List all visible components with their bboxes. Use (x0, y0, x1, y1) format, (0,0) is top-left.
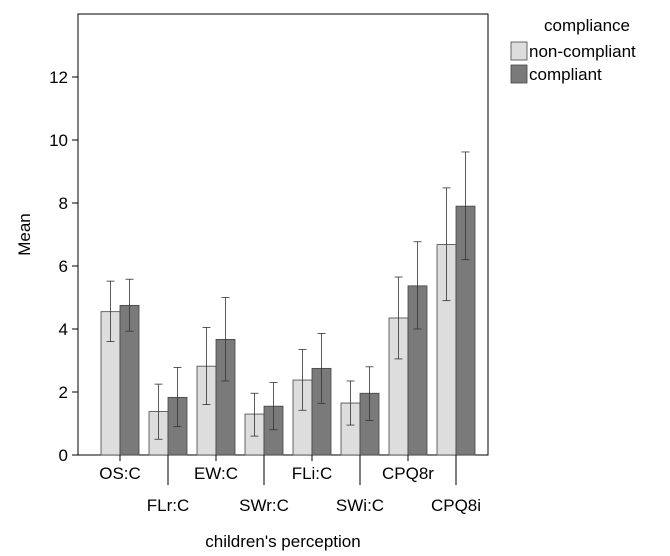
bars (100, 151, 476, 456)
x-tick-label: SWi:C (336, 496, 384, 515)
error-bar (202, 327, 211, 406)
error-bar (250, 392, 259, 437)
error-bar (365, 366, 374, 421)
error-bar (413, 241, 422, 330)
error-bar (106, 280, 115, 343)
y-axis-title: Mean (15, 213, 34, 256)
y-tick-label: 0 (59, 446, 68, 465)
y-tick-label: 8 (59, 194, 68, 213)
y-tick-label: 4 (59, 320, 68, 339)
legend-swatch (510, 64, 528, 84)
legend: compliance non-compliant compliant (510, 16, 636, 84)
error-bar (298, 349, 307, 411)
x-tick-label: OS:C (99, 464, 141, 483)
error-bar (125, 278, 134, 332)
x-tick-label: SWr:C (239, 496, 289, 515)
error-bar (173, 367, 182, 428)
x-tick-label: CPQ8i (431, 496, 481, 515)
legend-swatch (510, 41, 528, 61)
x-tick-label: FLi:C (292, 464, 333, 483)
error-bar (154, 383, 163, 440)
x-tick-label: EW:C (194, 464, 238, 483)
legend-label: compliant (529, 65, 602, 84)
y-tick-label: 12 (49, 68, 68, 87)
error-bar (394, 276, 403, 360)
y-tick-label: 2 (59, 383, 68, 402)
error-bar (317, 333, 326, 404)
error-bar (442, 187, 451, 302)
legend-title: compliance (544, 16, 630, 35)
error-bar (269, 382, 278, 431)
y-axis: 0 2 4 6 8 10 12 (49, 68, 78, 465)
x-tick-label: CPQ8r (382, 464, 434, 483)
x-tick-label: FLr:C (147, 496, 190, 515)
error-bar (221, 297, 230, 382)
y-tick-label: 10 (49, 131, 68, 150)
legend-label: non-compliant (529, 42, 636, 61)
y-tick-label: 6 (59, 257, 68, 276)
x-axis-title: children's perception (205, 532, 360, 551)
error-bar (461, 151, 470, 261)
error-bar (346, 380, 355, 426)
